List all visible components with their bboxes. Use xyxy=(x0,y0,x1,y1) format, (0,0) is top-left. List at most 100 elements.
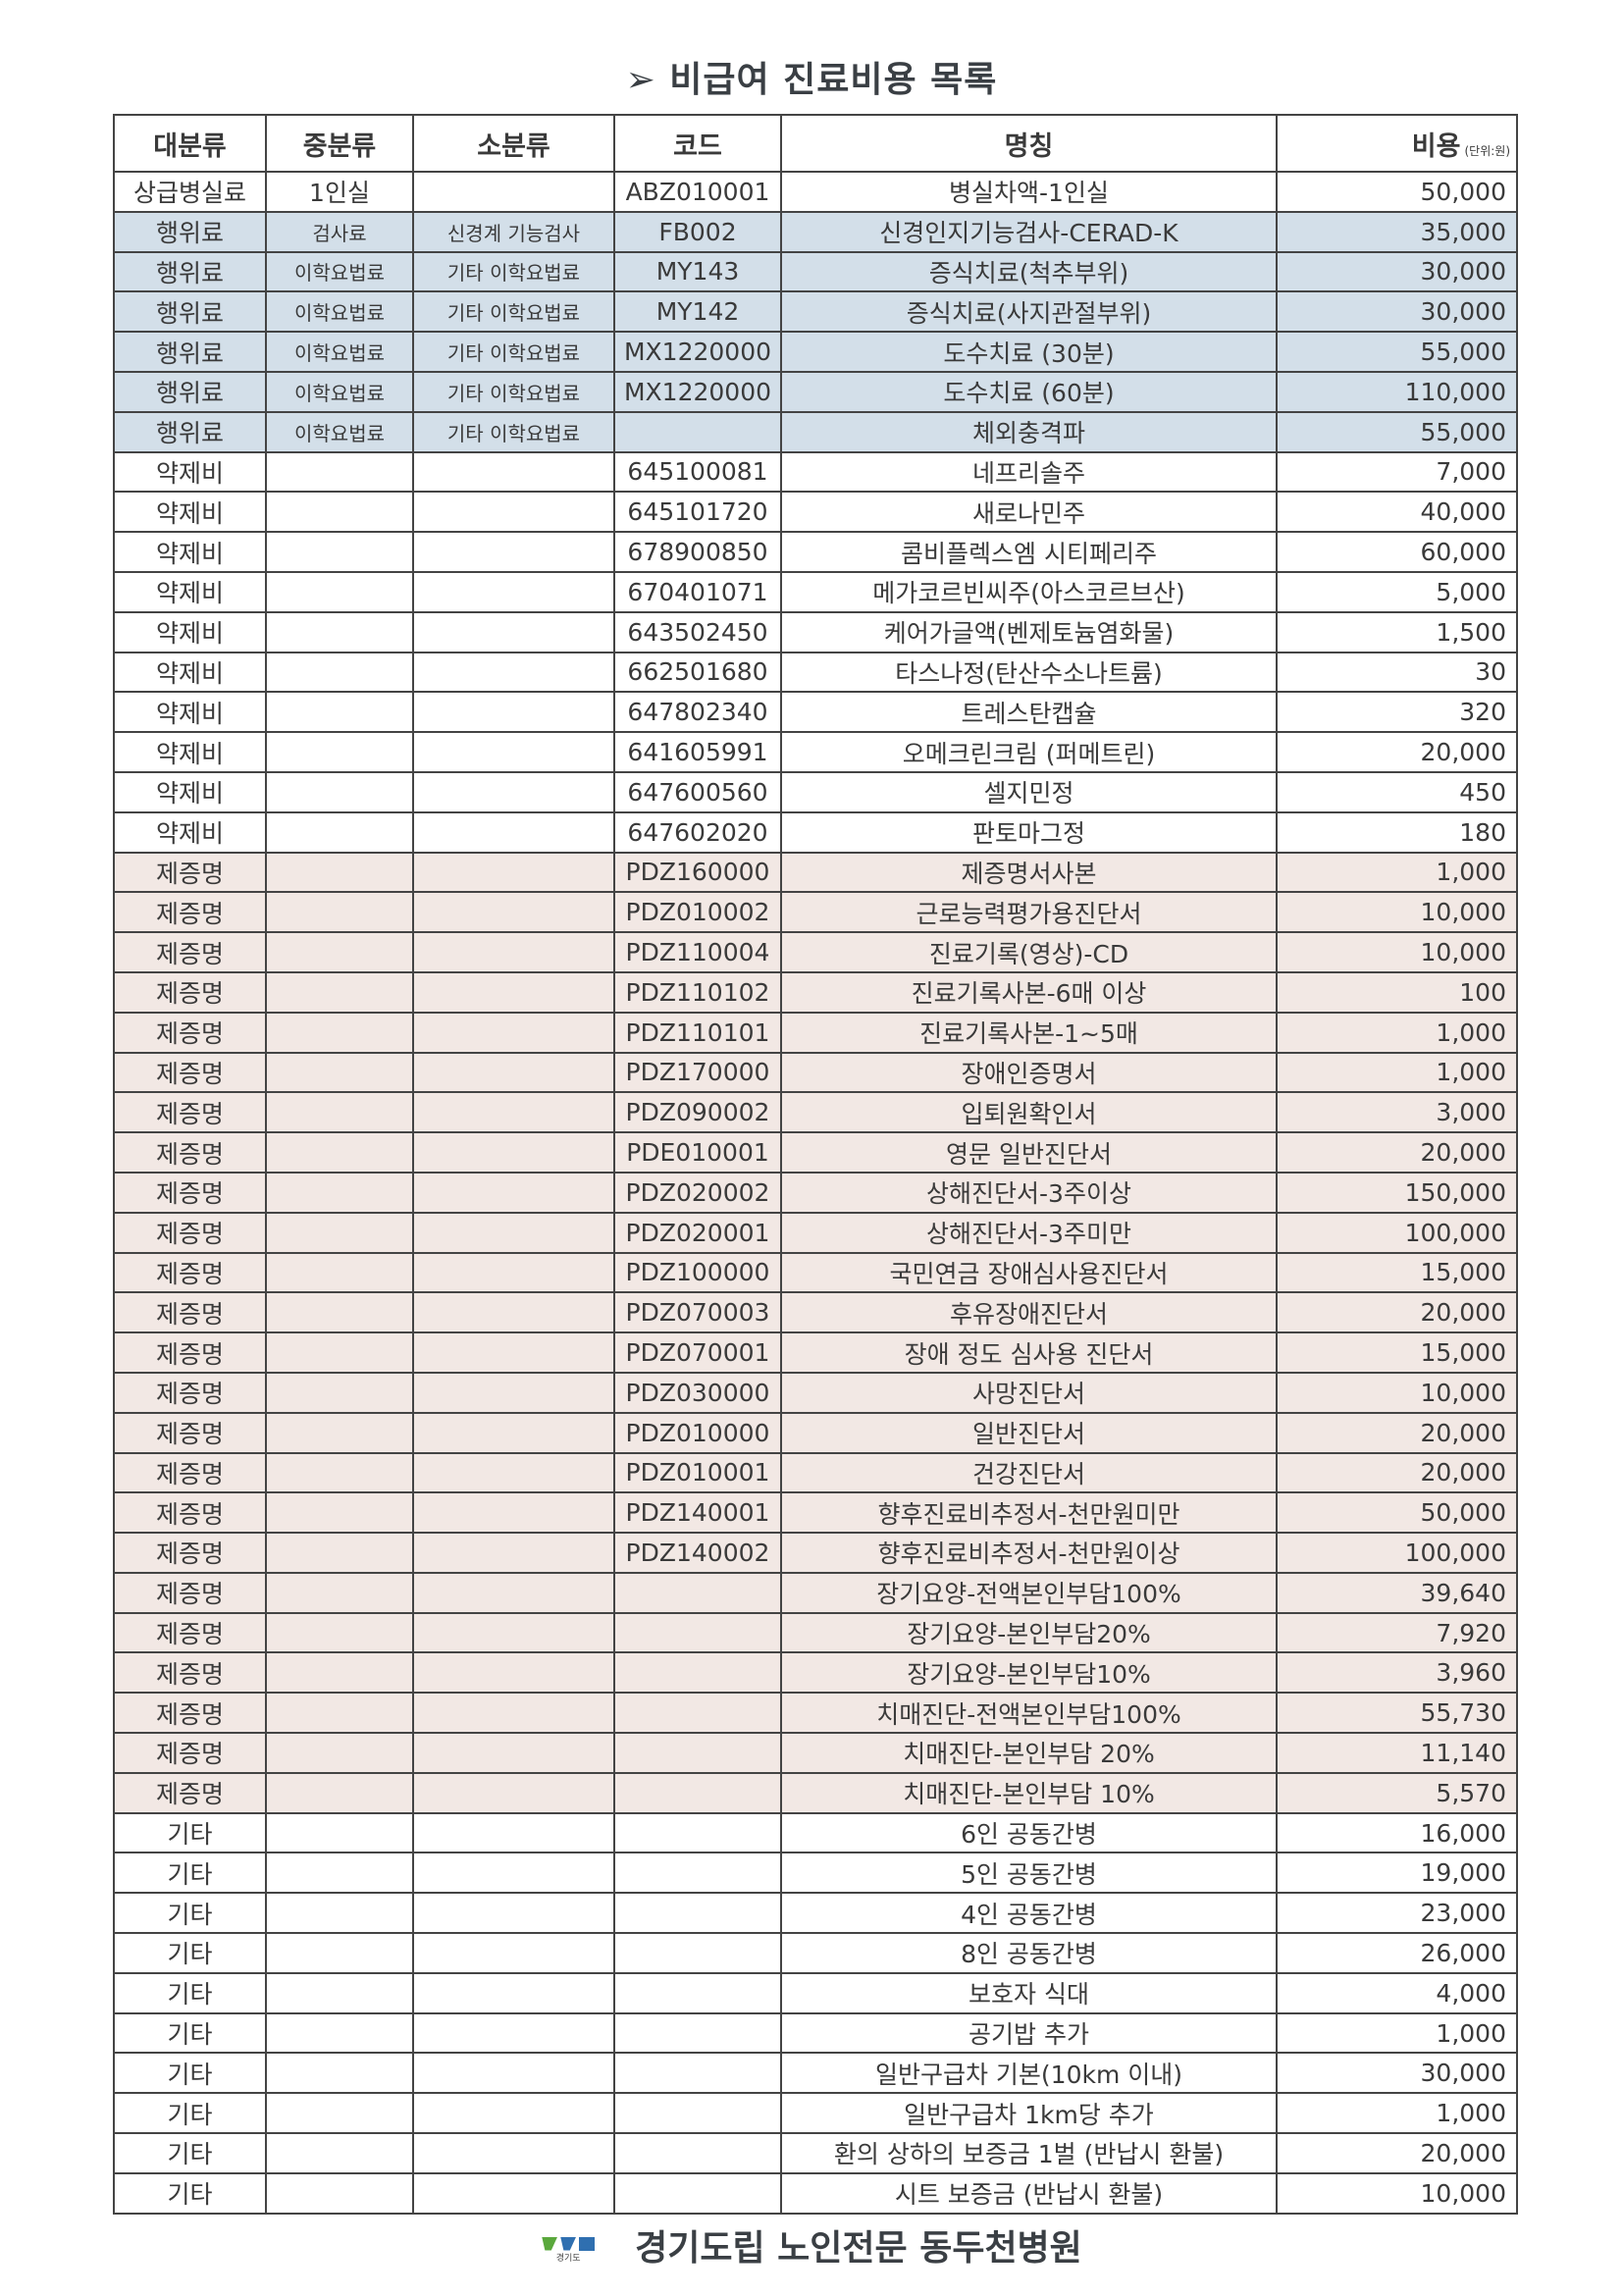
cell-name: 장애 정도 심사용 진단서 xyxy=(780,1331,1278,1374)
cell-code: PDZ070001 xyxy=(613,1331,782,1374)
table-row: 약제비 645101720 새로나민주 40,000 xyxy=(113,491,1518,534)
cell-major: 제증명 xyxy=(113,1331,267,1374)
cell-cost: 4,000 xyxy=(1276,1971,1518,2014)
cell-minor xyxy=(412,2092,615,2135)
cell-major: 기타 xyxy=(113,1932,267,1974)
cell-name: 향후진료비추정서-천만원미만 xyxy=(780,1491,1278,1535)
table-row: 제증명 장기요양-본인부담20% 7,920 xyxy=(113,1611,1518,1654)
cell-minor xyxy=(412,1852,615,1895)
cell-code: PDZ090002 xyxy=(613,1091,782,1134)
cell-minor xyxy=(412,2052,615,2095)
cell-major: 제증명 xyxy=(113,1732,267,1774)
cell-major: 제증명 xyxy=(113,931,267,973)
header-middle: 중분류 xyxy=(265,114,414,173)
cell-major: 약제비 xyxy=(113,531,267,573)
cell-name: 체외충격파 xyxy=(780,410,1278,453)
cell-minor xyxy=(412,691,615,734)
cell-code xyxy=(613,1811,782,1854)
cell-code: PDZ100000 xyxy=(613,1251,782,1294)
cell-code: ABZ010001 xyxy=(613,171,782,213)
cell-major: 행위료 xyxy=(113,331,267,373)
cell-code: PDZ140002 xyxy=(613,1532,782,1574)
table-row: 제증명 PDZ020002 상해진단서-3주이상 150,000 xyxy=(113,1171,1518,1214)
cell-name: 건강진단서 xyxy=(780,1451,1278,1494)
cell-code xyxy=(613,1651,782,1695)
cell-major: 기타 xyxy=(113,1892,267,1935)
table-row: 제증명 치매진단-전액본인부담100% 55,730 xyxy=(113,1692,1518,1735)
table-row: 약제비 678900850 콤비플렉스엠 시티페리주 60,000 xyxy=(113,531,1518,573)
cell-minor xyxy=(412,851,615,894)
header-cost-label: 비용 xyxy=(1411,130,1461,162)
table-header-row: 대분류 중분류 소분류 코드 명칭 비용 (단위:원) xyxy=(113,114,1518,173)
cell-name: 진료기록사본-1~5매 xyxy=(780,1011,1278,1054)
cell-minor xyxy=(412,1811,615,1854)
cell-name: 근로능력평가용진단서 xyxy=(780,891,1278,934)
cell-code: 662501680 xyxy=(613,651,782,694)
header-major: 대분류 xyxy=(113,114,267,173)
cell-code: PDZ020001 xyxy=(613,1211,782,1254)
cell-major: 제증명 xyxy=(113,851,267,894)
cell-minor xyxy=(412,1611,615,1654)
cell-name: 일반구급차 기본(10km 이내) xyxy=(780,2052,1278,2095)
cell-cost: 1,500 xyxy=(1276,610,1518,653)
cell-cost: 23,000 xyxy=(1276,1892,1518,1935)
cell-name: 환의 상하의 보증금 1벌 (반납시 환불) xyxy=(780,2132,1278,2174)
cell-major: 행위료 xyxy=(113,290,267,334)
cell-name: 상해진단서-3주이상 xyxy=(780,1171,1278,1214)
cell-middle xyxy=(265,1491,414,1535)
cell-code: PDZ010002 xyxy=(613,891,782,934)
cell-minor xyxy=(412,1011,615,1054)
table-row: 제증명 PDZ030000 사망진단서 10,000 xyxy=(113,1371,1518,1414)
cell-code: MY142 xyxy=(613,290,782,334)
cell-minor: 신경계 기능검사 xyxy=(412,210,615,253)
cell-middle xyxy=(265,1371,414,1414)
cell-name: 국민연금 장애심사용진단서 xyxy=(780,1251,1278,1294)
cell-name: 판토마그정 xyxy=(780,810,1278,854)
cell-middle xyxy=(265,1611,414,1654)
table-row: 제증명 PDZ090002 입퇴원확인서 3,000 xyxy=(113,1091,1518,1134)
cell-middle xyxy=(265,1852,414,1895)
cell-middle: 이학요법료 xyxy=(265,290,414,334)
cell-cost: 450 xyxy=(1276,770,1518,813)
table-row: 행위료 이학요법료 기타 이학요법료 MX1220000 도수치료 (60분) 110,0… xyxy=(113,370,1518,413)
cell-middle xyxy=(265,1091,414,1134)
cell-minor xyxy=(412,931,615,973)
cell-major: 약제비 xyxy=(113,810,267,854)
cell-code: 647802340 xyxy=(613,691,782,734)
cell-major: 제증명 xyxy=(113,970,267,1014)
cell-name: 일반진단서 xyxy=(780,1411,1278,1454)
table-row: 약제비 647602020 판토마그정 180 xyxy=(113,810,1518,854)
cell-middle: 검사료 xyxy=(265,210,414,253)
cell-major: 제증명 xyxy=(113,1251,267,1294)
cell-minor xyxy=(412,770,615,813)
cell-name: 셀지민정 xyxy=(780,770,1278,813)
cell-cost: 39,640 xyxy=(1276,1571,1518,1614)
cell-cost: 7,920 xyxy=(1276,1611,1518,1654)
table-row: 기타 환의 상하의 보증금 1벌 (반납시 환불) 20,000 xyxy=(113,2132,1518,2174)
cell-cost: 16,000 xyxy=(1276,1811,1518,1854)
cell-name: 치매진단-전액본인부담100% xyxy=(780,1692,1278,1735)
cell-middle xyxy=(265,1732,414,1774)
table-row: 제증명 PDZ110101 진료기록사본-1~5매 1,000 xyxy=(113,1011,1518,1054)
cell-middle xyxy=(265,651,414,694)
cell-middle xyxy=(265,1131,414,1174)
table-row: 제증명 PDZ110102 진료기록사본-6매 이상 100 xyxy=(113,970,1518,1014)
cell-cost: 50,000 xyxy=(1276,171,1518,213)
cell-major: 기타 xyxy=(113,2052,267,2095)
cell-code xyxy=(613,1611,782,1654)
cell-middle xyxy=(265,1291,414,1334)
cell-middle xyxy=(265,1971,414,2014)
cell-name: 4인 공동간병 xyxy=(780,1892,1278,1935)
cell-code: PDZ030000 xyxy=(613,1371,782,1414)
table-row: 약제비 647600560 셀지민정 450 xyxy=(113,770,1518,813)
cell-code xyxy=(613,1692,782,1735)
table-row: 약제비 645100081 네프리솔주 7,000 xyxy=(113,450,1518,494)
cell-middle xyxy=(265,1692,414,1735)
cell-name: 공기밥 추가 xyxy=(780,2011,1278,2055)
cell-name: 장기요양-본인부담20% xyxy=(780,1611,1278,1654)
cell-major: 제증명 xyxy=(113,1091,267,1134)
cell-middle xyxy=(265,2171,414,2215)
cell-cost: 60,000 xyxy=(1276,531,1518,573)
table-row: 제증명 PDZ010001 건강진단서 20,000 xyxy=(113,1451,1518,1494)
cell-cost: 20,000 xyxy=(1276,1411,1518,1454)
